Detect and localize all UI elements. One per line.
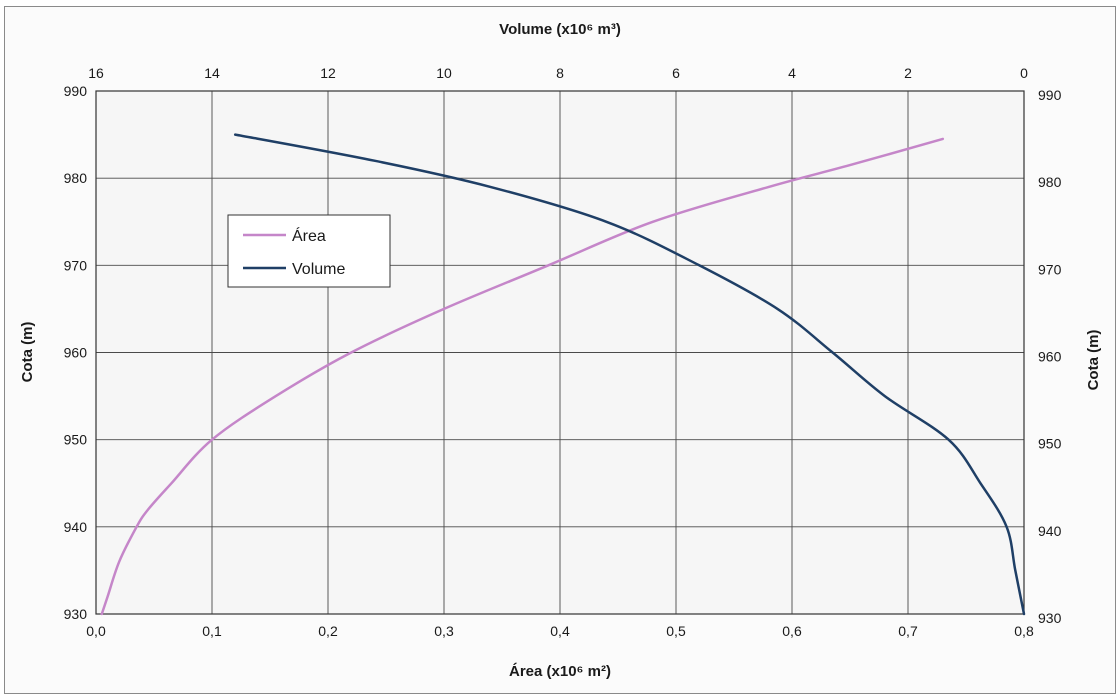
y2-tick-label: 950: [1038, 436, 1062, 452]
x-tick-label: 0,5: [666, 623, 686, 639]
x2-tick-label: 12: [320, 65, 336, 81]
legend-label-area: Área: [292, 226, 326, 245]
y-tick-label: 990: [64, 83, 88, 99]
x2-tick-label: 10: [436, 65, 452, 81]
y-tick-label: 930: [64, 606, 88, 622]
y-tick-label: 960: [64, 345, 88, 361]
series-line-volume: [233, 133, 1026, 616]
x-tick-label: 0,0: [86, 623, 106, 639]
y2-tick-label: 980: [1038, 174, 1062, 190]
x-tick-label: 0,1: [202, 623, 222, 639]
top-axis-title: Volume (x10⁶ m³): [499, 21, 621, 38]
x2-tick-label: 16: [88, 65, 104, 81]
x-tick-label: 0,6: [782, 623, 802, 639]
y-tick-label: 950: [64, 432, 88, 448]
x-tick-label: 0,8: [1014, 623, 1034, 639]
legend-box: [227, 214, 391, 288]
x2-tick-label: 6: [672, 65, 680, 81]
y2-axis-title: Cota (m): [1085, 330, 1102, 391]
y-tick-label: 970: [64, 257, 88, 273]
tick-labels: 0,0 0,1 0,2 0,3 0,4 0,5 0,6 0,7 0,8 16 14 12 10 8 6 4 2 0…: [64, 65, 1062, 639]
x-tick-label: 0,4: [550, 623, 570, 639]
x-tick-label: 0,3: [434, 623, 454, 639]
y2-tick-label: 990: [1038, 87, 1062, 103]
y2-tick-label: 940: [1038, 523, 1062, 539]
plot-border: [95, 90, 1025, 615]
y2-tick-label: 960: [1038, 349, 1062, 365]
y2-tick-label: 970: [1038, 261, 1062, 277]
y-tick-label: 980: [64, 170, 88, 186]
y2-tick-label: 930: [1038, 610, 1062, 626]
x-tick-label: 0,7: [898, 623, 918, 639]
x2-tick-label: 2: [904, 65, 912, 81]
legend: Área Volume: [227, 214, 391, 288]
y-axis-title: Cota (m): [19, 322, 36, 383]
x2-tick-label: 0: [1020, 65, 1028, 81]
legend-label-volume: Volume: [292, 261, 345, 278]
x2-tick-label: 4: [788, 65, 796, 81]
series-line-area: [100, 137, 945, 616]
x2-tick-label: 8: [556, 65, 564, 81]
x-axis-title: Área (x10⁶ m²): [509, 663, 611, 680]
series-group: [100, 133, 1026, 616]
x-tick-label: 0,2: [318, 623, 338, 639]
y-tick-label: 940: [64, 519, 88, 535]
x2-tick-label: 14: [204, 65, 220, 81]
